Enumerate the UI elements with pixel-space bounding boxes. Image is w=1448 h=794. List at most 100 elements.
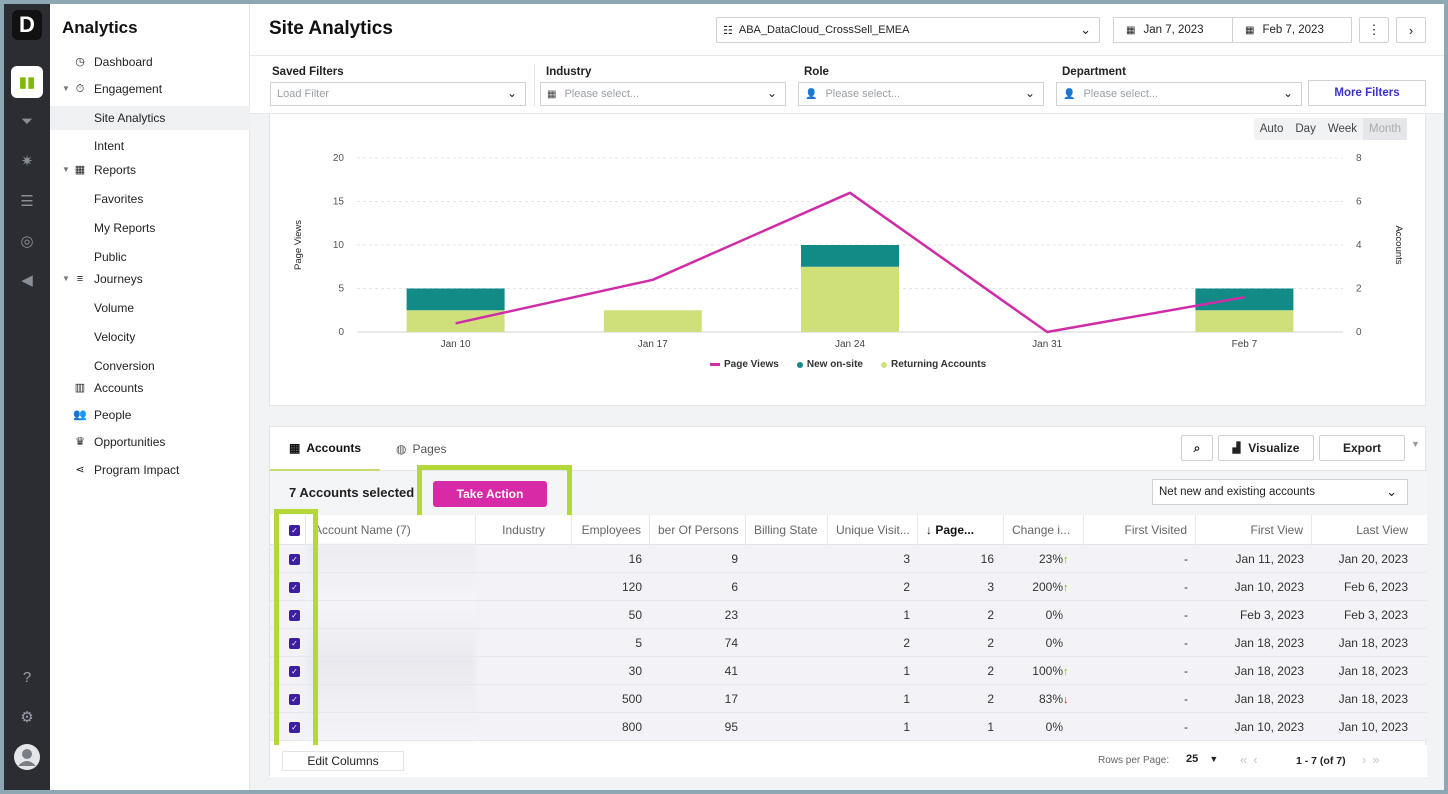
nav-item-volume[interactable]: Volume bbox=[94, 301, 135, 315]
table-row[interactable]: ✓ 50 23 1 2 0% - Feb 3, 2023 Feb 3, 2023 bbox=[270, 601, 1427, 629]
nav-item-site-analytics[interactable]: Site Analytics bbox=[50, 106, 250, 130]
table-row[interactable]: ✓ 800 95 1 1 0% - Jan 10, 2023 Jan 10, 2023 bbox=[270, 713, 1427, 741]
nav-item-favorites[interactable]: Favorites bbox=[94, 192, 144, 206]
legend-item-returning[interactable]: Returning Accounts bbox=[880, 359, 986, 370]
col-account-name[interactable]: Account Name (7) bbox=[306, 515, 476, 545]
page-range: 1 - 7 (of 7) bbox=[1296, 755, 1346, 767]
chevron-down-icon: ⌄ bbox=[1080, 22, 1091, 37]
role-select[interactable]: 👤 Please select... ⌄ bbox=[798, 82, 1044, 106]
analytics-icon[interactable]: ▮▮ bbox=[11, 66, 43, 98]
table-tabs: ▦ Accounts ◍ Pages ⌕ ▟ Visualize Export ▼ bbox=[270, 427, 1427, 471]
col-billing-state[interactable]: Billing State bbox=[746, 515, 828, 545]
visualize-button[interactable]: ▟ Visualize bbox=[1218, 435, 1314, 461]
row-checkbox[interactable]: ✓ bbox=[289, 694, 300, 705]
legend-item-page-views[interactable]: Page Views bbox=[710, 359, 779, 370]
person-icon: 👤 bbox=[805, 88, 818, 100]
segment-select[interactable]: ☷ ABA_DataCloud_CrossSell_EMEA ⌄ bbox=[716, 17, 1100, 43]
app-logo[interactable]: D bbox=[12, 10, 42, 40]
row-checkbox[interactable]: ✓ bbox=[289, 638, 300, 649]
select-all-checkbox[interactable]: ✓ bbox=[289, 525, 300, 536]
date-from[interactable]: ▦ Jan 7, 2023 bbox=[1113, 17, 1233, 43]
col-last-view[interactable]: Last View bbox=[1356, 523, 1408, 537]
nav-item-opportunities[interactable]: ♛ Opportunities bbox=[50, 430, 250, 454]
account-type-select[interactable]: Net new and existing accounts ⌄ bbox=[1152, 479, 1408, 505]
nav-item-my-reports[interactable]: My Reports bbox=[94, 221, 156, 235]
search-icon[interactable]: ⌕ bbox=[1181, 435, 1213, 461]
megaphone-icon[interactable]: ◀ bbox=[21, 272, 33, 289]
nav-item-intent[interactable]: Intent bbox=[94, 139, 125, 153]
funnel-icon[interactable]: ⏷ bbox=[20, 112, 33, 130]
col-unique-visitors[interactable]: Unique Visit... bbox=[828, 515, 918, 545]
granularity-week[interactable]: Week bbox=[1327, 123, 1358, 135]
rows-per-page-label: Rows per Page: bbox=[1098, 755, 1170, 766]
caret-down-icon[interactable]: ▼ bbox=[62, 274, 70, 283]
table-row[interactable]: ✓ 500 17 1 2 83%↓ - Jan 18, 2023 Jan 18, 2023 bbox=[270, 685, 1427, 713]
row-checkbox[interactable]: ✓ bbox=[289, 610, 300, 621]
caret-down-icon[interactable]: ▼ bbox=[1411, 439, 1420, 449]
building-icon: ▥ bbox=[74, 382, 86, 394]
granularity-day[interactable]: Day bbox=[1295, 123, 1316, 135]
granularity-auto[interactable]: Auto bbox=[1259, 123, 1284, 135]
industry-select[interactable]: ▦ Please select... ⌄ bbox=[540, 82, 786, 106]
nav-item-journeys[interactable]: ▼ ≡ Journeys bbox=[50, 267, 250, 291]
help-icon[interactable]: ? bbox=[22, 668, 32, 686]
nav-item-people[interactable]: 👥 People bbox=[50, 403, 250, 427]
col-page-views[interactable]: ↓ Page... bbox=[918, 515, 1004, 545]
col-number-of-persons[interactable]: ber Of Persons bbox=[650, 515, 746, 545]
col-employees[interactable]: Employees bbox=[572, 515, 650, 545]
date-to[interactable]: ▦ Feb 7, 2023 bbox=[1232, 17, 1352, 43]
list-icon: ☷ bbox=[723, 24, 733, 37]
department-select[interactable]: 👤 Please select... ⌄ bbox=[1056, 82, 1302, 106]
chart-card: Auto Day Week Month 0 5 10 15 20 0 2 4 6 8 Page Vi… bbox=[269, 114, 1426, 406]
table-row[interactable]: ✓ 30 41 1 2 100%↑ - Jan 18, 2023 Jan 18, 2023 bbox=[270, 657, 1427, 685]
nav-item-public[interactable]: Public bbox=[94, 250, 127, 264]
target-icon[interactable]: ◎ bbox=[20, 233, 34, 250]
nav-item-reports[interactable]: ▼ ▦ Reports bbox=[50, 158, 250, 182]
caret-down-icon: ▼ bbox=[1209, 754, 1219, 764]
take-action-button[interactable]: Take Action bbox=[433, 481, 547, 507]
tab-accounts[interactable]: ▦ Accounts bbox=[270, 427, 381, 471]
row-checkbox[interactable]: ✓ bbox=[289, 666, 300, 677]
export-button[interactable]: Export bbox=[1319, 435, 1405, 461]
pager-next-last[interactable]: ›» bbox=[1362, 752, 1386, 767]
table-row[interactable]: ✓ 120 6 2 3 200%↑ - Jan 10, 2023 Feb 6, 2023 bbox=[270, 573, 1427, 601]
col-first-view[interactable]: First View bbox=[1196, 515, 1312, 545]
table-row[interactable]: ✓ 16 9 3 16 23%↑ - Jan 11, 2023 Jan 20, 2023 bbox=[270, 545, 1427, 573]
tab-pages[interactable]: ◍ Pages bbox=[396, 442, 447, 456]
nav-item-program-impact[interactable]: ⋖ Program Impact bbox=[50, 458, 250, 482]
nav-item-dashboard[interactable]: ◷ Dashboard bbox=[50, 50, 250, 74]
bar-returning-accounts bbox=[603, 310, 702, 332]
table-row[interactable]: ✓ 5 74 2 2 0% - Jan 18, 2023 Jan 18, 2023 bbox=[270, 629, 1427, 657]
row-checkbox[interactable]: ✓ bbox=[289, 554, 300, 565]
rows-per-page-select[interactable]: 25 ▼ bbox=[1186, 753, 1219, 765]
col-industry[interactable]: Industry bbox=[476, 515, 572, 545]
user-avatar[interactable] bbox=[11, 741, 43, 773]
y2-axis-label: Accounts bbox=[1393, 225, 1404, 264]
caret-down-icon[interactable]: ▼ bbox=[62, 165, 70, 174]
nav-item-velocity[interactable]: Velocity bbox=[94, 330, 136, 344]
granularity-month[interactable]: Month bbox=[1363, 118, 1407, 140]
nav-item-conversion[interactable]: Conversion bbox=[94, 359, 155, 373]
change-value: 83% bbox=[1038, 692, 1063, 706]
saved-filters-select[interactable]: Load Filter ⌄ bbox=[270, 82, 526, 106]
magic-wand-icon[interactable]: ✷ bbox=[20, 153, 34, 170]
more-options-icon[interactable]: ⋮ bbox=[1359, 17, 1389, 43]
more-filters-button[interactable]: More Filters bbox=[1308, 80, 1426, 106]
edit-columns-button[interactable]: Edit Columns bbox=[282, 751, 404, 771]
caret-down-icon[interactable]: ▼ bbox=[62, 84, 70, 93]
x-tick-label: Jan 31 bbox=[1032, 339, 1062, 350]
chevron-right-icon[interactable]: › bbox=[1396, 17, 1426, 43]
pager-first-prev[interactable]: «‹ bbox=[1240, 752, 1264, 767]
row-checkbox[interactable]: ✓ bbox=[289, 582, 300, 593]
nav-item-engagement[interactable]: ▼ ⏱ Engagement bbox=[50, 77, 250, 101]
col-change[interactable]: Change i... bbox=[1004, 515, 1084, 545]
trend-up-icon: ↑ bbox=[1063, 666, 1069, 678]
col-first-visited[interactable]: First Visited bbox=[1084, 515, 1196, 545]
gear-icon[interactable]: ⚙ bbox=[20, 709, 34, 726]
database-icon[interactable]: ☰ bbox=[20, 193, 34, 210]
nav-item-accounts[interactable]: ▥ Accounts bbox=[50, 376, 250, 400]
cell-first-view: Jan 18, 2023 bbox=[1234, 636, 1304, 650]
cell-last-view: Feb 6, 2023 bbox=[1343, 580, 1408, 594]
row-checkbox[interactable]: ✓ bbox=[289, 722, 300, 733]
legend-item-new-on-site[interactable]: New on-site bbox=[796, 359, 863, 370]
